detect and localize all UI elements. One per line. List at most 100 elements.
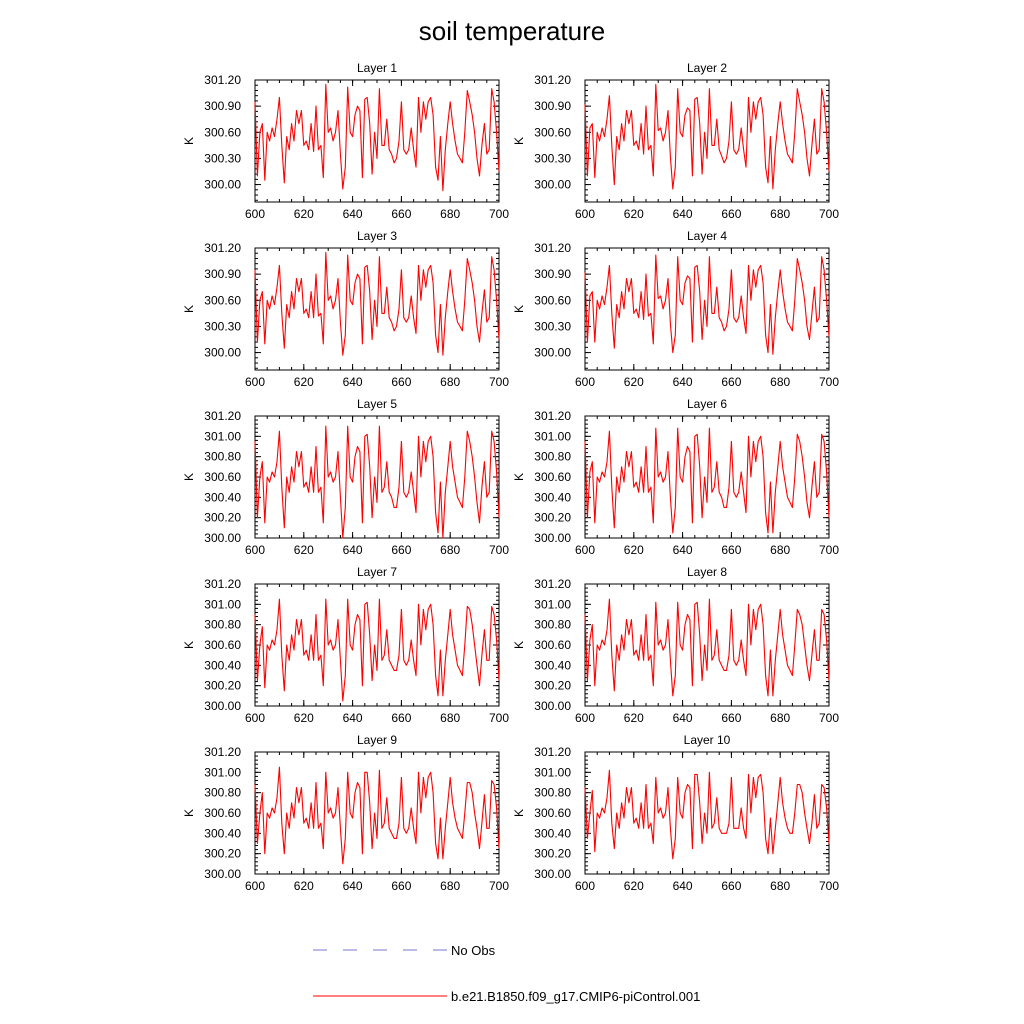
y-tick-label: 300.00 — [204, 699, 241, 713]
x-tick-label: 680 — [770, 711, 790, 725]
x-tick-label: 660 — [721, 711, 741, 725]
panel-layer-2: Layer 2 K 600 620 640 660 680 700 300.00 300.30 30… — [512, 61, 839, 221]
panel-title: Layer 7 — [357, 565, 397, 579]
y-axis-label: K — [512, 809, 526, 817]
x-tick-label: 680 — [440, 711, 460, 725]
y-tick-label: 300.80 — [534, 618, 571, 632]
x-tick-label: 620 — [294, 711, 314, 725]
y-tick-label: 300.00 — [534, 346, 571, 360]
x-tick-label: 600 — [575, 711, 595, 725]
x-tick-label: 660 — [721, 879, 741, 893]
y-axis-label: K — [182, 137, 196, 145]
x-tick-label: 600 — [575, 543, 595, 557]
y-tick-label: 300.60 — [204, 806, 241, 820]
y-tick-label: 301.00 — [204, 765, 241, 779]
plot-frame — [254, 415, 500, 539]
panel-grid: Layer 1 K 600 620 640 660 680 700 300.00 300.30 30… — [182, 61, 839, 893]
x-tick-label: 620 — [624, 207, 644, 221]
plot-frame — [584, 415, 830, 539]
x-tick-label: 700 — [489, 711, 509, 725]
y-tick-label: 301.00 — [204, 429, 241, 443]
y-tick-label: 301.20 — [534, 73, 571, 87]
y-axis-label: K — [182, 473, 196, 481]
y-tick-label: 300.80 — [534, 786, 571, 800]
panel-layer-8: Layer 8 K 600 620 640 660 680 700 300.00 300.20 30… — [512, 565, 839, 725]
y-tick-label: 300.20 — [204, 847, 241, 861]
panel-title: Layer 3 — [357, 229, 397, 243]
x-tick-label: 700 — [489, 543, 509, 557]
x-tick-label: 640 — [343, 375, 363, 389]
x-tick-label: 640 — [673, 207, 693, 221]
y-axis-label: K — [182, 809, 196, 817]
y-tick-label: 301.20 — [534, 409, 571, 423]
y-tick-label: 300.20 — [534, 679, 571, 693]
series-line — [254, 766, 500, 865]
x-tick-label: 700 — [819, 879, 839, 893]
x-tick-label: 700 — [489, 207, 509, 221]
x-tick-label: 600 — [245, 879, 265, 893]
x-tick-label: 620 — [294, 207, 314, 221]
y-tick-label: 300.90 — [534, 99, 571, 113]
x-tick-label: 640 — [673, 879, 693, 893]
x-tick-label: 640 — [343, 207, 363, 221]
y-axis-label: K — [512, 305, 526, 313]
y-tick-label: 300.80 — [204, 618, 241, 632]
x-tick-label: 680 — [440, 207, 460, 221]
plot-frame — [254, 247, 500, 371]
y-tick-label: 300.30 — [204, 151, 241, 165]
x-tick-label: 680 — [770, 879, 790, 893]
x-tick-label: 640 — [673, 375, 693, 389]
y-tick-label: 301.20 — [204, 241, 241, 255]
plot-frame — [254, 751, 500, 875]
plot-frame — [584, 583, 830, 707]
series-line — [584, 254, 830, 355]
x-tick-label: 600 — [245, 711, 265, 725]
series-line — [584, 83, 830, 190]
y-tick-label: 301.00 — [204, 597, 241, 611]
y-tick-label: 300.00 — [534, 178, 571, 192]
y-tick-label: 300.60 — [204, 293, 241, 307]
panel-layer-5: Layer 5 K 600 620 640 660 680 700 300.00 300.20 30… — [182, 397, 509, 557]
panel-title: Layer 10 — [684, 733, 731, 747]
plot-frame — [584, 751, 830, 875]
x-tick-label: 600 — [245, 207, 265, 221]
y-axis-label: K — [512, 473, 526, 481]
x-tick-label: 660 — [391, 879, 411, 893]
plot-frame — [584, 247, 830, 371]
x-tick-label: 660 — [391, 207, 411, 221]
y-axis-label: K — [512, 137, 526, 145]
y-tick-label: 301.20 — [534, 241, 571, 255]
legend: No Obs b.e21.B1850.f09_g17.CMIP6-piContr… — [313, 943, 700, 1004]
x-tick-label: 620 — [624, 711, 644, 725]
x-tick-label: 640 — [673, 711, 693, 725]
plot-frame — [254, 79, 500, 203]
y-tick-label: 300.60 — [534, 293, 571, 307]
x-tick-label: 680 — [440, 375, 460, 389]
y-tick-label: 300.60 — [534, 125, 571, 139]
y-tick-label: 300.00 — [204, 346, 241, 360]
plot-frame — [254, 583, 500, 707]
x-tick-label: 700 — [489, 879, 509, 893]
y-tick-label: 301.20 — [534, 745, 571, 759]
y-tick-label: 300.00 — [534, 531, 571, 545]
y-axis-label: K — [512, 641, 526, 649]
y-tick-label: 300.20 — [204, 679, 241, 693]
x-tick-label: 600 — [245, 543, 265, 557]
x-tick-label: 700 — [819, 543, 839, 557]
x-tick-label: 620 — [624, 543, 644, 557]
x-tick-label: 700 — [819, 375, 839, 389]
y-tick-label: 300.20 — [534, 847, 571, 861]
x-tick-label: 660 — [391, 711, 411, 725]
panel-title: Layer 9 — [357, 733, 397, 747]
y-tick-label: 301.00 — [534, 597, 571, 611]
series-line — [254, 83, 500, 192]
x-tick-label: 660 — [721, 375, 741, 389]
x-tick-label: 700 — [819, 711, 839, 725]
y-tick-label: 300.40 — [534, 826, 571, 840]
y-tick-label: 300.80 — [534, 450, 571, 464]
y-tick-label: 301.00 — [534, 429, 571, 443]
x-tick-label: 640 — [343, 879, 363, 893]
x-tick-label: 700 — [489, 375, 509, 389]
panel-title: Layer 4 — [687, 229, 727, 243]
y-tick-label: 300.80 — [204, 450, 241, 464]
